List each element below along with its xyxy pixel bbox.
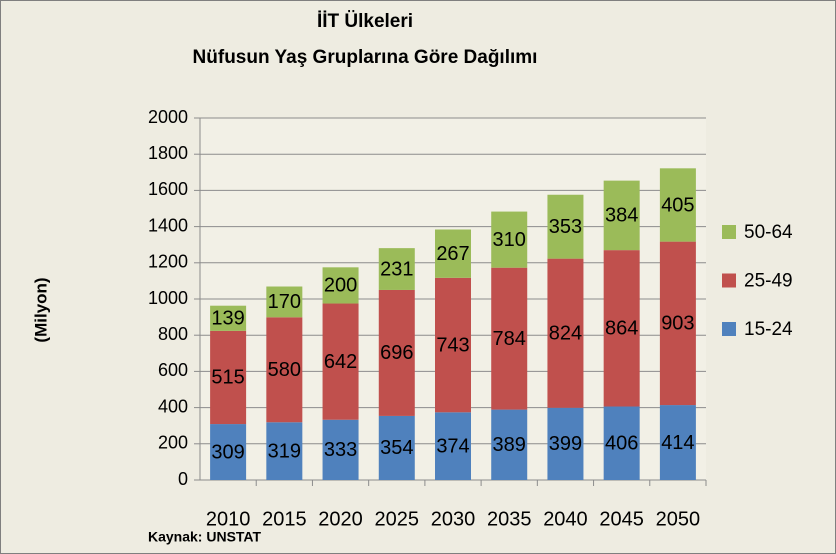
y-tick-label: 2000 — [148, 107, 188, 127]
x-tick-label: 2010 — [206, 508, 251, 530]
data-label: 696 — [380, 342, 413, 364]
bar-segment — [435, 277, 471, 413]
source-note: Kaynak: UNSTAT — [148, 529, 262, 545]
bar-segment — [266, 422, 303, 480]
data-label: 414 — [661, 432, 694, 454]
bar-segment — [210, 330, 247, 425]
data-label: 743 — [436, 334, 469, 356]
legend-label: 50-64 — [744, 222, 793, 243]
y-tick-label: 800 — [158, 324, 188, 344]
data-label: 354 — [380, 437, 413, 459]
data-label: 333 — [324, 439, 357, 461]
bar-segment — [435, 229, 471, 278]
y-axis-label: (Milyon) — [31, 277, 50, 342]
data-label: 642 — [324, 351, 357, 373]
x-tick-label: 2030 — [431, 508, 476, 530]
y-tick-label: 1000 — [148, 288, 188, 308]
data-label: 399 — [549, 433, 582, 455]
x-tick-label: 2025 — [375, 508, 420, 530]
x-tick-label: 2020 — [318, 508, 363, 530]
y-tick-label: 200 — [158, 433, 188, 453]
data-label: 580 — [268, 359, 301, 381]
data-label: 310 — [493, 229, 526, 251]
x-tick-label: 2015 — [262, 508, 307, 530]
legend-label: 25-49 — [744, 271, 793, 292]
legend-swatch — [722, 322, 736, 336]
x-tick-label: 2040 — [543, 508, 588, 530]
data-label: 231 — [380, 258, 413, 280]
bar-segment — [659, 168, 696, 242]
chart-subtitle: Nüfusun Yaş Gruplarına Göre Dağılımı — [193, 47, 538, 68]
data-label: 784 — [493, 328, 526, 350]
data-label: 353 — [549, 216, 582, 238]
bar-segment — [603, 406, 640, 480]
data-label: 267 — [436, 243, 469, 265]
legend-swatch — [722, 273, 736, 288]
data-label: 864 — [605, 318, 638, 340]
data-label: 200 — [324, 275, 357, 297]
bar-segment — [210, 305, 247, 331]
x-tick-label: 2045 — [599, 508, 644, 530]
data-label: 319 — [268, 440, 301, 462]
bar-segment — [378, 289, 415, 416]
y-tick-label: 400 — [158, 396, 188, 416]
bar-segment — [491, 409, 528, 480]
data-label: 824 — [549, 322, 582, 344]
bar-segment — [266, 317, 303, 423]
data-label: 406 — [605, 433, 638, 455]
bar-segment — [547, 194, 584, 259]
bar-segment — [659, 405, 696, 480]
data-label: 515 — [211, 367, 244, 389]
legend-label: 15-24 — [744, 319, 793, 340]
bar-segment — [322, 267, 359, 304]
bar-segment — [378, 248, 415, 290]
bar-segment — [210, 424, 247, 480]
bar-segment — [435, 412, 471, 480]
bar-segment — [322, 419, 359, 480]
y-tick-label: 1800 — [148, 143, 188, 163]
x-tick-label: 2035 — [487, 508, 532, 530]
data-label: 170 — [268, 291, 301, 313]
data-label: 374 — [436, 435, 469, 457]
bar-segment — [547, 407, 584, 480]
bar-segment — [603, 250, 640, 407]
data-label: 389 — [493, 434, 526, 456]
data-label: 309 — [211, 441, 244, 463]
bar-segment — [322, 303, 359, 420]
bar-segment — [266, 286, 303, 318]
bar-segment — [659, 241, 696, 406]
y-tick-label: 600 — [158, 360, 188, 380]
data-label: 384 — [605, 205, 638, 227]
bar-segment — [547, 258, 584, 408]
bar-segment — [603, 180, 640, 251]
y-tick-label: 1200 — [148, 252, 188, 272]
chart-title: İİT Ülkeleri — [317, 11, 413, 32]
legend-swatch — [722, 225, 736, 239]
y-tick-label: 1400 — [148, 215, 188, 235]
data-label: 405 — [661, 194, 694, 216]
bar-segment — [491, 267, 528, 410]
x-tick-label: 2050 — [656, 508, 701, 530]
bar-segment — [378, 415, 415, 480]
bar-segment — [491, 211, 528, 268]
data-label: 139 — [211, 308, 244, 330]
y-tick-label: 0 — [178, 469, 188, 489]
data-label: 903 — [661, 313, 694, 335]
y-tick-label: 1600 — [148, 179, 188, 199]
